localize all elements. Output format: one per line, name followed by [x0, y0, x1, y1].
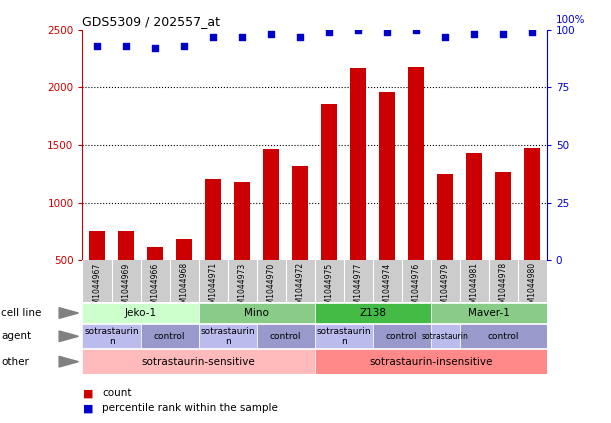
Text: sotrastaurin
n: sotrastaurin n: [316, 327, 371, 346]
Text: ■: ■: [82, 388, 93, 398]
Bar: [350, 68, 366, 318]
Bar: [147, 247, 163, 318]
Y-axis label: 100%: 100%: [555, 15, 585, 25]
Bar: [199, 303, 315, 323]
Point: [353, 26, 363, 33]
Point: [499, 31, 508, 38]
Text: Mino: Mino: [244, 308, 269, 318]
Text: sotrastaurin-insensitive: sotrastaurin-insensitive: [369, 357, 492, 367]
Text: control: control: [154, 332, 185, 341]
Bar: [431, 324, 459, 349]
Bar: [118, 231, 134, 318]
Bar: [257, 324, 315, 349]
Polygon shape: [59, 356, 78, 367]
Bar: [431, 303, 547, 323]
Text: GSM1044980: GSM1044980: [528, 262, 537, 313]
Point: [179, 42, 189, 49]
Polygon shape: [59, 308, 78, 319]
Text: GSM1044978: GSM1044978: [499, 262, 508, 313]
Bar: [524, 148, 540, 318]
Text: GSM1044969: GSM1044969: [122, 262, 131, 313]
Point: [295, 33, 305, 40]
Bar: [315, 349, 547, 374]
Bar: [466, 153, 482, 318]
Bar: [315, 303, 431, 323]
Text: sotrastaurin
n: sotrastaurin n: [84, 327, 139, 346]
Text: percentile rank within the sample: percentile rank within the sample: [102, 403, 278, 413]
Bar: [408, 67, 424, 318]
Text: control: control: [270, 332, 301, 341]
Text: Jeko-1: Jeko-1: [125, 308, 156, 318]
Text: GSM1044979: GSM1044979: [441, 262, 450, 313]
Text: ■: ■: [82, 403, 93, 413]
Text: control: control: [488, 332, 519, 341]
Point: [527, 28, 537, 35]
Bar: [379, 93, 395, 318]
Text: GSM1044966: GSM1044966: [150, 262, 159, 313]
Text: GSM1044967: GSM1044967: [92, 262, 101, 313]
Text: control: control: [386, 332, 417, 341]
Bar: [82, 349, 315, 374]
Text: GDS5309 / 202557_at: GDS5309 / 202557_at: [82, 16, 221, 28]
Text: GSM1044971: GSM1044971: [208, 262, 218, 313]
Point: [469, 31, 479, 38]
Point: [208, 33, 218, 40]
Bar: [315, 324, 373, 349]
Point: [237, 33, 247, 40]
Bar: [199, 324, 257, 349]
Point: [266, 31, 276, 38]
Bar: [205, 179, 221, 318]
Bar: [460, 324, 547, 349]
Point: [92, 42, 102, 49]
Point: [382, 28, 392, 35]
Text: count: count: [102, 388, 131, 398]
Text: GSM1044974: GSM1044974: [382, 262, 392, 313]
Text: GSM1044977: GSM1044977: [354, 262, 363, 313]
Text: other: other: [1, 357, 29, 367]
Point: [441, 33, 450, 40]
Text: GSM1044976: GSM1044976: [412, 262, 421, 313]
Text: GSM1044972: GSM1044972: [296, 262, 305, 313]
Bar: [176, 239, 192, 318]
Point: [121, 42, 131, 49]
Point: [411, 26, 421, 33]
Bar: [321, 104, 337, 318]
Text: GSM1044970: GSM1044970: [266, 262, 276, 313]
Bar: [82, 324, 141, 349]
Text: GSM1044975: GSM1044975: [324, 262, 334, 313]
Text: sotrastaurin
n: sotrastaurin n: [200, 327, 255, 346]
Polygon shape: [59, 331, 78, 342]
Text: cell line: cell line: [1, 308, 42, 318]
Bar: [496, 172, 511, 318]
Bar: [234, 182, 250, 318]
Bar: [437, 174, 453, 318]
Text: sotrastaurin-sensitive: sotrastaurin-sensitive: [142, 357, 255, 367]
Text: agent: agent: [1, 331, 31, 341]
Bar: [89, 231, 105, 318]
Bar: [292, 166, 308, 318]
Text: Maver-1: Maver-1: [468, 308, 510, 318]
Text: Z138: Z138: [359, 308, 386, 318]
Point: [324, 28, 334, 35]
Text: GSM1044981: GSM1044981: [470, 262, 479, 313]
Text: GSM1044973: GSM1044973: [238, 262, 247, 313]
Point: [150, 45, 160, 52]
Bar: [82, 303, 199, 323]
Bar: [263, 149, 279, 318]
Bar: [373, 324, 431, 349]
Bar: [141, 324, 199, 349]
Text: GSM1044968: GSM1044968: [180, 262, 189, 313]
Text: sotrastaurin: sotrastaurin: [422, 332, 469, 341]
